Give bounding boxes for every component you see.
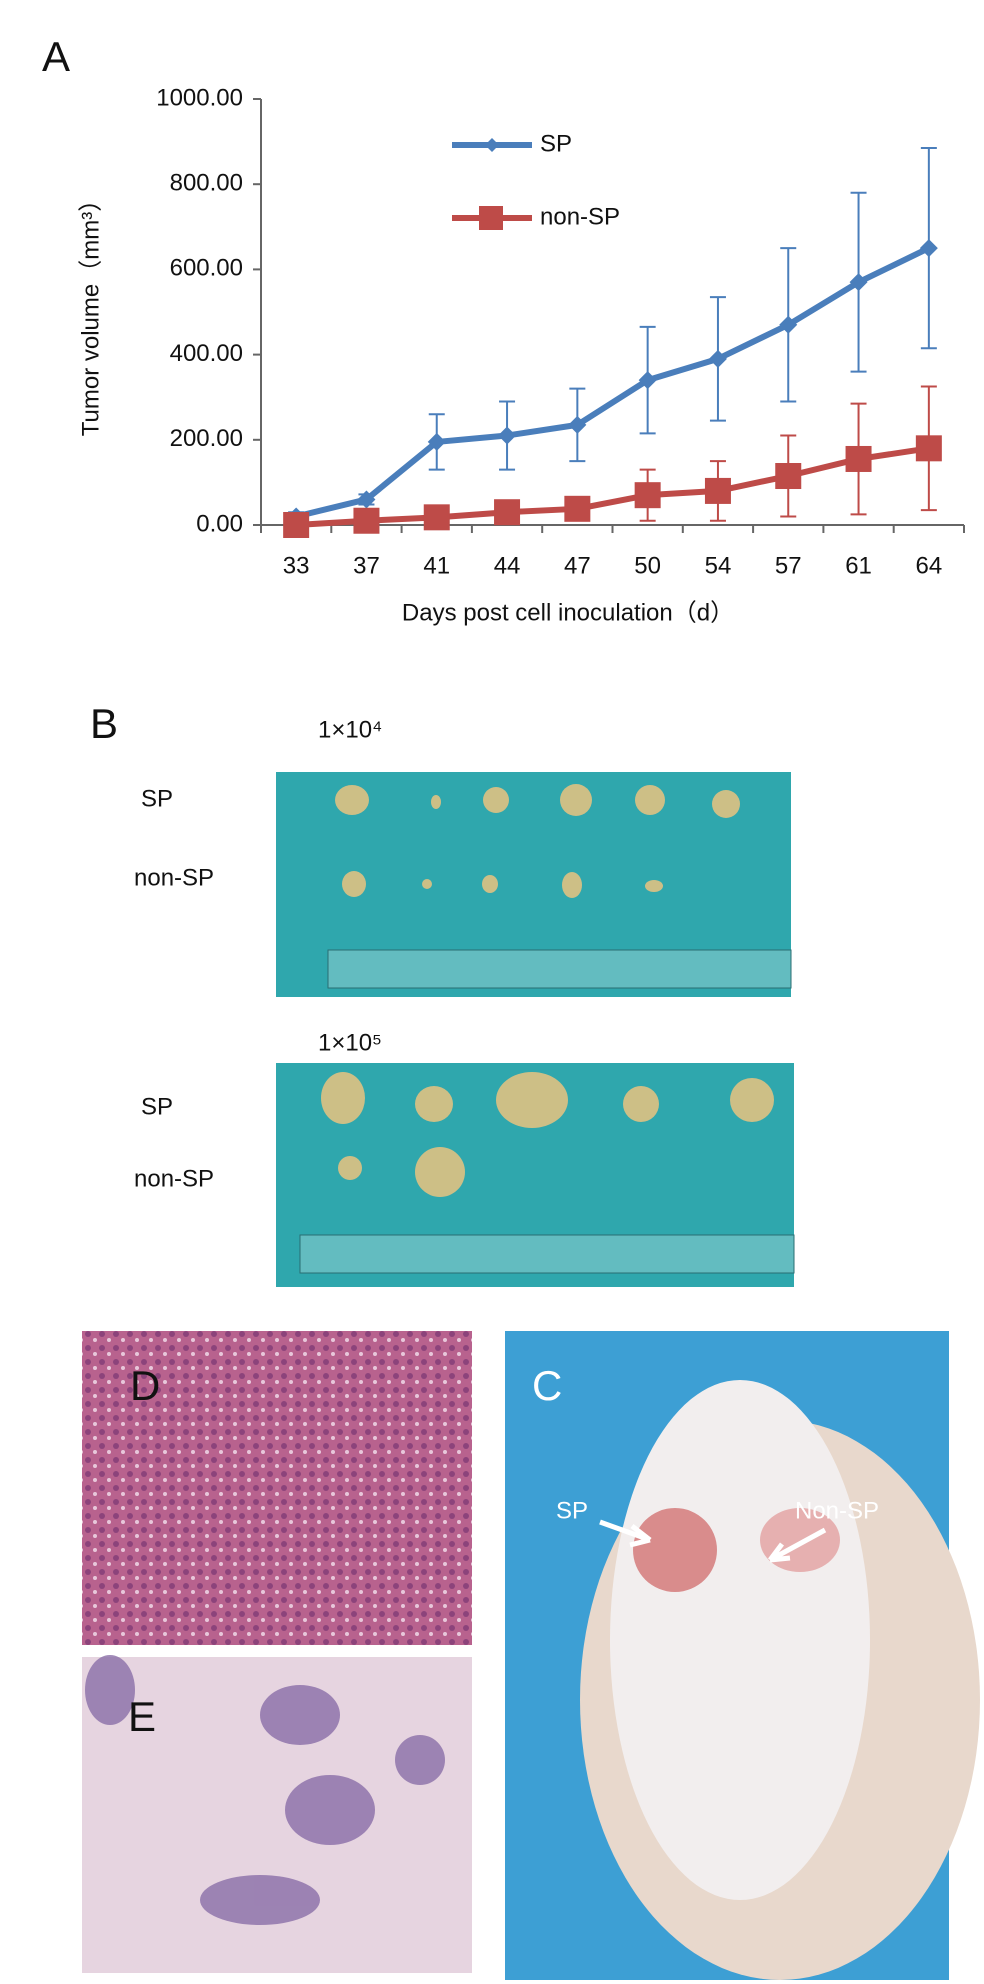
row-label: SP [141,1093,173,1120]
panel-label: B [90,700,118,747]
marker [498,426,517,445]
row-label: SP [141,785,173,812]
marker [634,482,661,509]
x-tick-label: 33 [283,552,310,579]
marker [638,371,657,390]
marker [845,445,872,472]
marker [779,315,798,334]
legend-label: non-SP [540,203,620,230]
marker [353,507,380,534]
marker [357,490,376,509]
y-tick-label: 800.00 [170,170,243,197]
arrow [768,1527,827,1563]
x-tick-label: 47 [564,552,591,579]
texture [82,1331,472,1645]
marker [919,239,938,258]
row-label: non-SP [134,1165,214,1192]
tumor [633,1508,717,1592]
y-tick-label: 400.00 [170,340,243,367]
series-line [295,445,930,528]
tumors [335,784,740,898]
marker [915,435,942,462]
ruler [327,949,792,989]
y-tick-label: 1000.00 [156,84,243,111]
marker [704,477,731,504]
panel-d: D [82,1331,472,1645]
x-tick-label: 61 [845,552,872,579]
x-tick-label: 41 [423,552,450,579]
y-tick-label: 200.00 [170,425,243,452]
marker [849,273,868,292]
marker [494,499,521,526]
legend-marker [479,206,503,230]
panel-e: E [82,1655,472,1973]
tumors [321,1072,774,1197]
row-label: non-SP [134,864,214,891]
marker [427,432,446,451]
x-axis-title: Days post cell inoculation（d） [402,599,734,626]
x-tick-label: 44 [494,552,521,579]
marker [564,495,591,522]
panel-a: A Tumor volume（mm³） Days post cell inocu… [42,33,965,626]
panel-label: E [128,1693,156,1740]
marker [283,512,310,538]
panel-label: A [42,33,70,80]
photo-title: 1×10⁵ [318,1029,382,1056]
marker [423,504,450,531]
marker [775,463,802,490]
panel-label: C [532,1362,562,1409]
arrow-label: SP [556,1497,588,1524]
panel-label: D [130,1362,160,1409]
x-tick-label: 57 [775,552,802,579]
x-tick-label: 54 [705,552,732,579]
y-axis-title: Tumor volume（mm³） [77,188,104,436]
y-tick-label: 600.00 [170,255,243,282]
series-line [295,245,931,520]
marker [568,415,587,434]
glands [85,1655,445,1925]
arrow-label: Non-SP [795,1497,879,1524]
legend-marker [485,138,499,152]
y-tick-label: 0.00 [196,510,243,537]
ruler [299,1234,795,1274]
marker [708,349,727,368]
arrow [599,1519,652,1548]
photo-title: 1×10⁴ [318,716,382,743]
x-tick-label: 37 [353,552,380,579]
x-tick-label: 50 [634,552,661,579]
x-tick-label: 64 [915,552,942,579]
panel-b: B 1×10⁴ SP non-SP 1×10⁵ SP non-SP [90,700,795,1287]
panel-c: C SP Non-SP [505,1331,980,1980]
mouse [610,1380,870,1900]
legend-label: SP [540,130,572,157]
